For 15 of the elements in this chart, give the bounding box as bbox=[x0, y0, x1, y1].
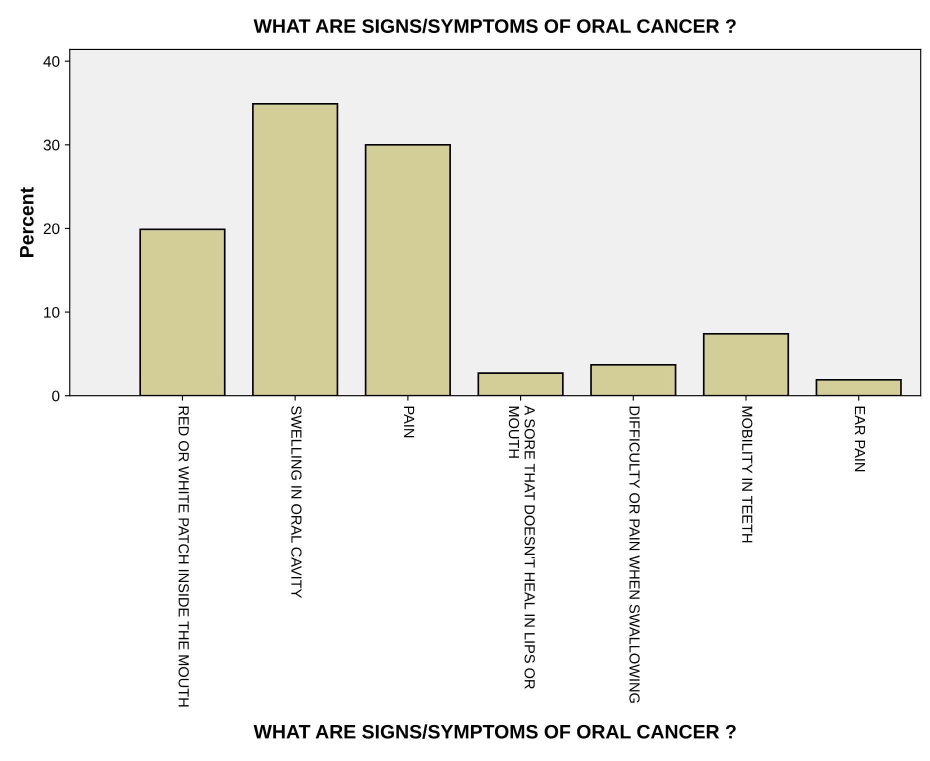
y-tick-label: 40 bbox=[43, 56, 60, 67]
y-axis-title: Percent bbox=[20, 187, 34, 257]
x-tick-label: DIFFICULTY OR PAIN WHEN SWALLOWING bbox=[629, 406, 640, 703]
y-tick-label: 10 bbox=[44, 306, 60, 318]
x-tick-label: A SORE THAT DOESN'T HEAL IN LIPS OR MOUTH bbox=[508, 405, 535, 689]
x-tick-label: MOBILITY IN TEETH bbox=[742, 406, 752, 542]
chart-title: WHAT ARE SIGNS/SYMPTOMS OF ORAL CANCER ? bbox=[254, 18, 736, 34]
x-tick-label: SWELLING IN ORAL CAVITY bbox=[291, 406, 302, 598]
y-tick-label: 30 bbox=[44, 140, 60, 150]
x-axis-title: WHAT ARE SIGNS/SYMPTOMS OF ORAL CANCER ? bbox=[254, 724, 736, 739]
y-tick-label: 0 bbox=[52, 390, 60, 402]
x-tick-label: EAR PAIN bbox=[854, 406, 865, 472]
y-tick-label: 20 bbox=[44, 223, 60, 234]
x-tick-label: PAIN bbox=[404, 406, 414, 438]
x-tick-label: RED OR WHITE PATCH INSIDE THE MOUTH bbox=[178, 406, 189, 706]
